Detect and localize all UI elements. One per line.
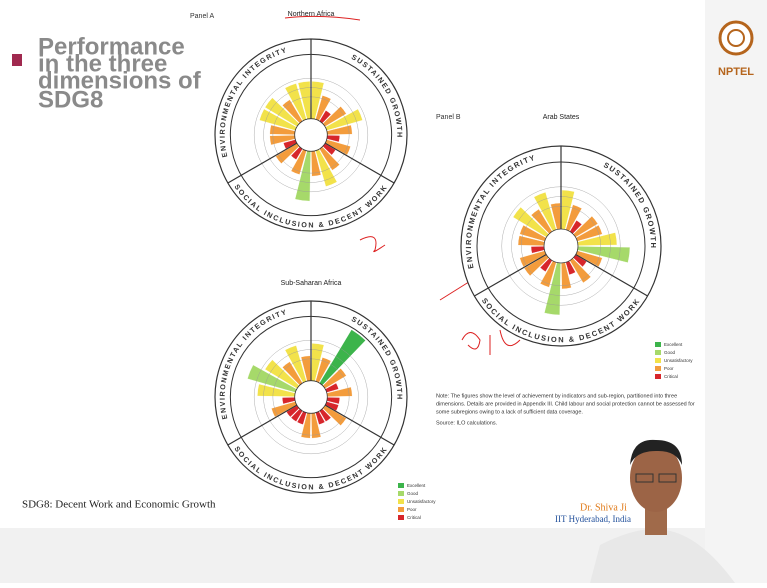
- legend-swatch: [398, 483, 404, 488]
- legend-swatch: [398, 515, 404, 520]
- center: [295, 381, 328, 414]
- note: dimensions. Details are provided in Appe…: [436, 401, 695, 407]
- note: some subregions owing to a lack of suffi…: [436, 409, 583, 415]
- legend-swatch: [655, 358, 661, 363]
- legend-swatch: [398, 491, 404, 496]
- center: [544, 229, 578, 263]
- title: SDG8: [38, 86, 103, 113]
- legend-swatch: [655, 350, 661, 355]
- center: [295, 119, 328, 152]
- legend-label: Critical: [664, 374, 678, 379]
- note: Note: The figures show the level of achi…: [436, 393, 677, 399]
- logo-text: NPTEL: [718, 66, 754, 78]
- panel-label: Panel B: [436, 114, 461, 121]
- legend-swatch: [655, 374, 661, 379]
- legend-swatch: [655, 342, 661, 347]
- legend-label: Good: [664, 350, 676, 355]
- legend-label: Good: [407, 491, 419, 496]
- panel-label: Panel A: [190, 13, 214, 20]
- legend-label: Excellent: [407, 483, 426, 488]
- legend-label: Poor: [407, 507, 417, 512]
- chart-title: Northern Africa: [288, 11, 335, 18]
- legend-swatch: [398, 507, 404, 512]
- legend-swatch: [398, 499, 404, 504]
- legend-label: Excellent: [664, 342, 683, 347]
- presenter: Dr. Shiva Ji: [580, 502, 627, 513]
- logo-emblem: [720, 22, 752, 54]
- legend-label: Unsatisfactory: [664, 358, 693, 363]
- page: NPTEL Performance in the three dimension…: [0, 0, 767, 588]
- footer: SDG8: Decent Work and Economic Growth: [22, 499, 216, 511]
- legend-swatch: [655, 366, 661, 371]
- source: Source: ILO calculations.: [436, 420, 498, 426]
- bullet: [12, 54, 22, 66]
- affiliation: IIT Hyderabad, India: [555, 514, 631, 524]
- chart-title: Arab States: [543, 114, 580, 121]
- chart-title: Sub-Saharan Africa: [281, 280, 342, 287]
- legend-label: Critical: [407, 515, 421, 520]
- legend-label: Poor: [664, 366, 674, 371]
- slide: NPTEL Performance in the three dimension…: [0, 0, 767, 583]
- logo-strip: [705, 0, 767, 583]
- legend-label: Unsatisfactory: [407, 499, 436, 504]
